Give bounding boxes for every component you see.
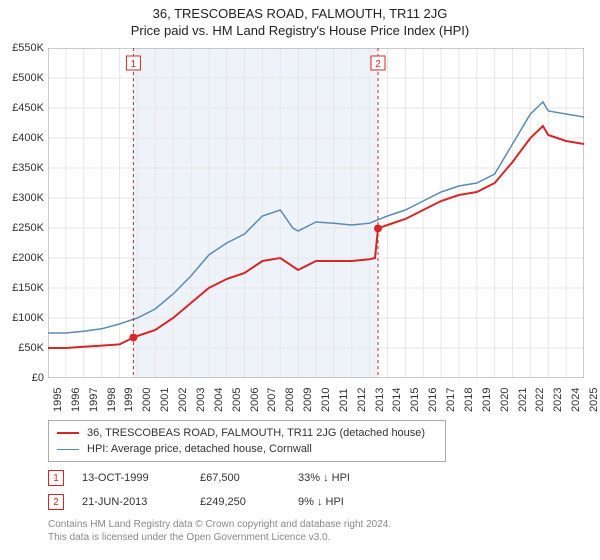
x-tick-label: 1999 bbox=[123, 388, 135, 412]
x-tick-label: 2016 bbox=[427, 388, 439, 412]
sales-table: 1 13-OCT-1999 £67,500 33% ↓ HPI 2 21-JUN-2013… bbox=[48, 470, 584, 510]
y-tick-label: £500K bbox=[0, 72, 44, 84]
sale-row: 2 21-JUN-2013 £249,250 9% ↓ HPI bbox=[48, 494, 584, 510]
sale-delta: 33% ↓ HPI bbox=[298, 472, 350, 484]
x-tick-label: 2004 bbox=[213, 388, 225, 412]
y-tick-label: £50K bbox=[0, 342, 44, 354]
sale-marker-box: 1 bbox=[48, 470, 64, 486]
legend-swatch bbox=[57, 432, 79, 434]
x-tick-label: 1996 bbox=[70, 388, 82, 412]
legend-row: HPI: Average price, detached house, Corn… bbox=[57, 441, 437, 457]
x-tick-label: 2020 bbox=[499, 388, 511, 412]
chart-area: 12 £0£50K£100K£150K£200K£250K£300K£350K£… bbox=[48, 48, 584, 378]
x-tick-label: 1997 bbox=[88, 388, 100, 412]
x-tick-label: 2002 bbox=[177, 388, 189, 412]
x-tick-label: 2024 bbox=[570, 388, 582, 412]
x-tick-label: 2008 bbox=[284, 388, 296, 412]
sale-date: 13-OCT-1999 bbox=[82, 472, 182, 484]
footer: 36, TRESCOBEAS ROAD, FALMOUTH, TR11 2JG … bbox=[48, 420, 584, 544]
x-tick-label: 2007 bbox=[266, 388, 278, 412]
x-tick-label: 2022 bbox=[534, 388, 546, 412]
y-tick-label: £450K bbox=[0, 102, 44, 114]
legend-swatch bbox=[57, 449, 79, 450]
sale-price: £249,250 bbox=[200, 496, 280, 508]
sale-row: 1 13-OCT-1999 £67,500 33% ↓ HPI bbox=[48, 470, 584, 486]
y-tick-label: £150K bbox=[0, 282, 44, 294]
x-tick-label: 2017 bbox=[445, 388, 457, 412]
x-tick-label: 2021 bbox=[517, 388, 529, 412]
y-tick-label: £0 bbox=[0, 372, 44, 384]
x-tick-label: 2000 bbox=[141, 388, 153, 412]
legend-label: HPI: Average price, detached house, Corn… bbox=[87, 443, 312, 455]
sale-marker-box: 2 bbox=[48, 494, 64, 510]
title-address: 36, TRESCOBEAS ROAD, FALMOUTH, TR11 2JG bbox=[0, 6, 600, 21]
attribution-line2: This data is licensed under the Open Gov… bbox=[48, 531, 584, 544]
x-tick-label: 1998 bbox=[106, 388, 118, 412]
x-tick-label: 1995 bbox=[52, 388, 64, 412]
x-tick-label: 2011 bbox=[338, 388, 350, 412]
x-tick-label: 2005 bbox=[231, 388, 243, 412]
svg-text:2: 2 bbox=[375, 59, 381, 70]
x-tick-label: 2018 bbox=[463, 388, 475, 412]
x-tick-label: 2019 bbox=[481, 388, 493, 412]
legend-box: 36, TRESCOBEAS ROAD, FALMOUTH, TR11 2JG … bbox=[48, 420, 446, 462]
x-tick-label: 2014 bbox=[391, 388, 403, 412]
svg-text:1: 1 bbox=[131, 59, 137, 70]
x-tick-label: 2013 bbox=[374, 388, 386, 412]
x-tick-label: 2015 bbox=[409, 388, 421, 412]
y-tick-label: £400K bbox=[0, 132, 44, 144]
legend-label: 36, TRESCOBEAS ROAD, FALMOUTH, TR11 2JG … bbox=[87, 427, 425, 439]
x-tick-label: 2023 bbox=[552, 388, 564, 412]
legend-row: 36, TRESCOBEAS ROAD, FALMOUTH, TR11 2JG … bbox=[57, 425, 437, 441]
attribution: Contains HM Land Registry data © Crown c… bbox=[48, 518, 584, 544]
x-tick-label: 2006 bbox=[249, 388, 261, 412]
x-tick-label: 2003 bbox=[195, 388, 207, 412]
y-tick-label: £350K bbox=[0, 162, 44, 174]
sale-date: 21-JUN-2013 bbox=[82, 496, 182, 508]
plot-svg: 12 bbox=[48, 48, 584, 378]
y-tick-label: £550K bbox=[0, 42, 44, 54]
sale-price: £67,500 bbox=[200, 472, 280, 484]
y-tick-label: £200K bbox=[0, 252, 44, 264]
y-tick-label: £100K bbox=[0, 312, 44, 324]
y-tick-label: £250K bbox=[0, 222, 44, 234]
y-tick-label: £300K bbox=[0, 192, 44, 204]
attribution-line1: Contains HM Land Registry data © Crown c… bbox=[48, 518, 584, 531]
title-subtitle: Price paid vs. HM Land Registry's House … bbox=[0, 23, 600, 38]
x-tick-label: 2001 bbox=[159, 388, 171, 412]
x-tick-label: 2009 bbox=[302, 388, 314, 412]
chart-container: 36, TRESCOBEAS ROAD, FALMOUTH, TR11 2JG … bbox=[0, 0, 600, 560]
x-tick-label: 2010 bbox=[320, 388, 332, 412]
x-tick-label: 2012 bbox=[356, 388, 368, 412]
sale-delta: 9% ↓ HPI bbox=[298, 496, 344, 508]
x-tick-label: 2025 bbox=[588, 388, 600, 412]
title-block: 36, TRESCOBEAS ROAD, FALMOUTH, TR11 2JG … bbox=[0, 0, 600, 40]
